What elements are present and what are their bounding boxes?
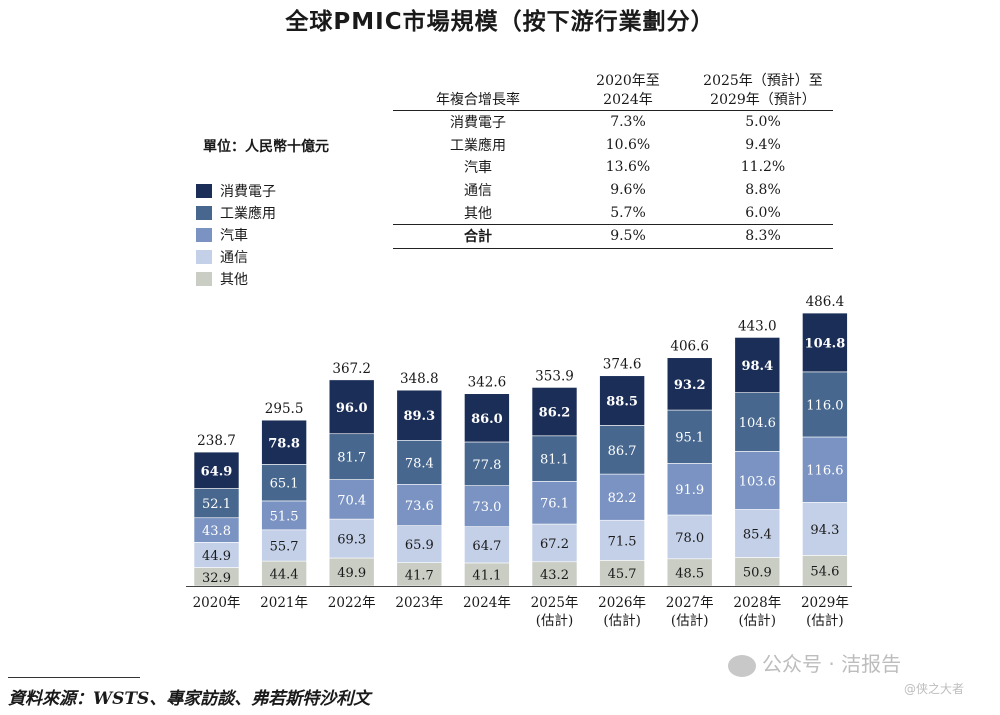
total-label: 238.7 (197, 433, 236, 449)
data-label: 52.1 (202, 497, 231, 512)
data-label: 51.5 (270, 509, 299, 524)
watermark-sub: @侠之大者 (904, 680, 964, 697)
x-tick-label: (估計) (806, 613, 844, 629)
data-label: 78.4 (405, 456, 434, 471)
data-label: 104.6 (739, 416, 776, 431)
wechat-icon (728, 655, 756, 677)
data-label: 55.7 (270, 539, 299, 554)
data-label: 67.2 (540, 537, 569, 552)
data-label: 64.7 (472, 539, 501, 554)
data-label: 65.1 (270, 477, 299, 492)
data-label: 78.8 (268, 436, 300, 451)
x-tick-label: 2029年 (801, 595, 849, 611)
data-label: 85.4 (743, 527, 772, 542)
data-label: 44.9 (202, 549, 231, 564)
data-label: 82.2 (608, 491, 637, 506)
data-label: 104.8 (805, 336, 846, 351)
data-label: 49.9 (337, 566, 366, 581)
data-label: 94.3 (810, 523, 839, 538)
data-label: 41.7 (405, 568, 434, 583)
total-label: 406.6 (670, 339, 709, 355)
data-label: 73.6 (405, 499, 434, 514)
total-label: 367.2 (332, 361, 371, 377)
data-label: 43.8 (202, 524, 231, 539)
data-label: 96.0 (336, 401, 368, 416)
watermark-text: 公众号 · 洁报告 (762, 652, 901, 676)
data-label: 44.4 (270, 568, 299, 583)
total-label: 353.9 (535, 368, 574, 384)
data-label: 45.7 (608, 567, 637, 582)
total-label: 342.6 (468, 375, 507, 391)
data-label: 95.1 (675, 431, 704, 446)
data-label: 32.9 (202, 571, 231, 586)
x-tick-label: (估計) (739, 613, 777, 629)
data-label: 70.4 (337, 493, 366, 508)
data-label: 116.0 (806, 398, 843, 413)
total-label: 295.5 (265, 401, 304, 417)
data-label: 73.0 (472, 500, 501, 515)
watermark: 公众号 · 洁报告 @侠之大者 (728, 648, 901, 677)
total-label: 374.6 (603, 357, 642, 373)
data-label: 76.1 (540, 497, 569, 512)
data-label: 86.0 (471, 412, 503, 427)
x-tick-label: (估計) (603, 613, 641, 629)
x-tick-label: (估計) (536, 613, 574, 629)
x-tick-label: 2020年 (193, 595, 241, 611)
total-label: 486.4 (806, 294, 845, 310)
source-note: 資料來源：WSTS、專家訪談、弗若斯特沙利文 (8, 684, 370, 709)
data-label: 86.2 (539, 406, 571, 421)
x-tick-label: 2022年 (328, 595, 376, 611)
data-label: 71.5 (608, 534, 637, 549)
data-label: 54.6 (810, 565, 839, 580)
data-label: 91.9 (675, 483, 704, 498)
data-label: 65.9 (405, 538, 434, 553)
source-divider (8, 677, 140, 678)
data-label: 77.8 (472, 458, 501, 473)
data-label: 41.1 (472, 568, 501, 583)
x-tick-label: 2025年 (531, 595, 579, 611)
data-label: 116.6 (806, 464, 843, 479)
data-label: 78.0 (675, 531, 704, 546)
x-tick-label: 2021年 (260, 595, 308, 611)
data-label: 98.4 (741, 359, 773, 374)
data-label: 86.7 (608, 444, 637, 459)
data-label: 88.5 (606, 395, 638, 410)
data-label: 50.9 (743, 566, 772, 581)
data-label: 48.5 (675, 566, 704, 581)
data-label: 81.7 (337, 451, 366, 466)
x-tick-label: 2024年 (463, 595, 511, 611)
x-tick-label: 2028年 (733, 595, 781, 611)
x-tick-label: 2023年 (395, 595, 443, 611)
x-tick-label: (估計) (671, 613, 709, 629)
data-label: 69.3 (337, 533, 366, 548)
data-label: 81.1 (540, 453, 569, 468)
total-label: 348.8 (400, 371, 439, 387)
total-label: 443.0 (738, 318, 777, 334)
data-label: 103.6 (739, 474, 776, 489)
stacked-bar-chart: 32.9 44.9 43.8 52.1 64.9 238.7 2020年 44.4 55.7 51… (0, 0, 1000, 715)
data-label: 93.2 (674, 378, 706, 393)
x-tick-label: 2026年 (598, 595, 646, 611)
data-label: 43.2 (540, 568, 569, 583)
data-label: 89.3 (403, 409, 435, 424)
data-label: 64.9 (201, 464, 233, 479)
x-tick-label: 2027年 (666, 595, 714, 611)
